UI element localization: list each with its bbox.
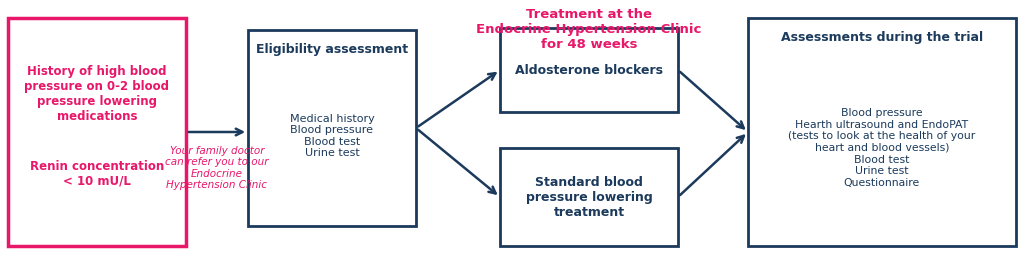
Text: Assessments during the trial: Assessments during the trial — [781, 31, 983, 45]
Text: Medical history
Blood pressure
Blood test
Urine test: Medical history Blood pressure Blood tes… — [290, 114, 375, 158]
Text: Renin concentration
< 10 mU/L: Renin concentration < 10 mU/L — [30, 160, 164, 188]
Text: Blood pressure
Hearth ultrasound and EndoPAT
(tests to look at the health of you: Blood pressure Hearth ultrasound and End… — [788, 108, 976, 188]
Text: Aldosterone blockers: Aldosterone blockers — [515, 64, 663, 77]
Text: History of high blood
pressure on 0-2 blood
pressure lowering
medications: History of high blood pressure on 0-2 bl… — [25, 65, 170, 123]
FancyBboxPatch shape — [500, 28, 678, 112]
FancyBboxPatch shape — [748, 18, 1016, 246]
FancyBboxPatch shape — [248, 30, 416, 226]
Text: Standard blood
pressure lowering
treatment: Standard blood pressure lowering treatme… — [525, 176, 652, 219]
FancyBboxPatch shape — [500, 148, 678, 246]
FancyBboxPatch shape — [8, 18, 186, 246]
Text: Your family doctor
can refer you to our
Endocrine
Hypertension Clinic: Your family doctor can refer you to our … — [165, 146, 268, 190]
Text: Eligibility assessment: Eligibility assessment — [256, 44, 408, 56]
Text: Treatment at the
Endocrine Hypertension Clinic
for 48 weeks: Treatment at the Endocrine Hypertension … — [476, 8, 701, 51]
